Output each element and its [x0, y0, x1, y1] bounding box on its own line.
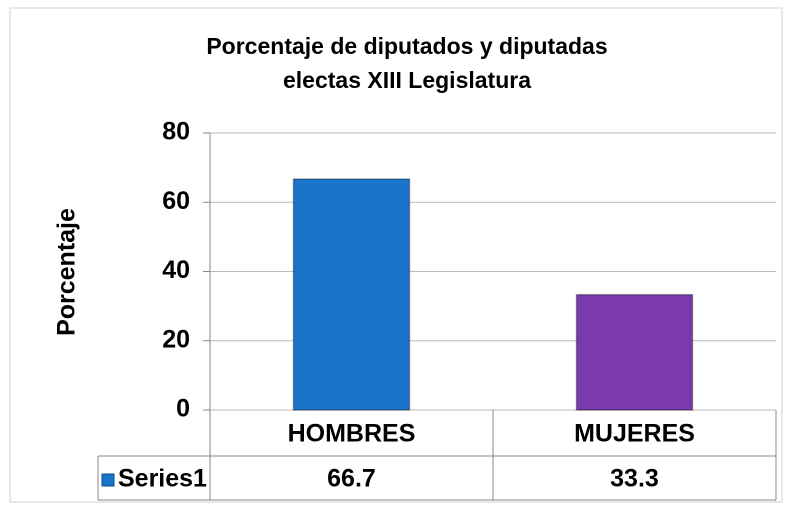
x-tick-label: HOMBRES	[288, 420, 416, 448]
table-value: 66.7	[327, 465, 376, 493]
y-tick-label: 60	[162, 187, 190, 215]
legend-key	[101, 473, 115, 487]
y-tick-label: 80	[162, 118, 190, 146]
y-tick-label: 20	[162, 325, 190, 353]
y-tick-label: 0	[176, 395, 190, 423]
chart-title: electas XIII Legislatura	[283, 67, 531, 93]
chart-title: Porcentaje de diputados y diputadas	[206, 33, 607, 59]
x-tick-label: MUJERES	[574, 420, 695, 448]
bar	[575, 293, 694, 411]
y-tick-label: 40	[162, 256, 190, 284]
y-axis-label: Porcentaje	[53, 208, 81, 336]
table-value: 33.3	[610, 465, 659, 493]
legend-label: Series1	[118, 465, 207, 493]
bar	[292, 178, 411, 411]
